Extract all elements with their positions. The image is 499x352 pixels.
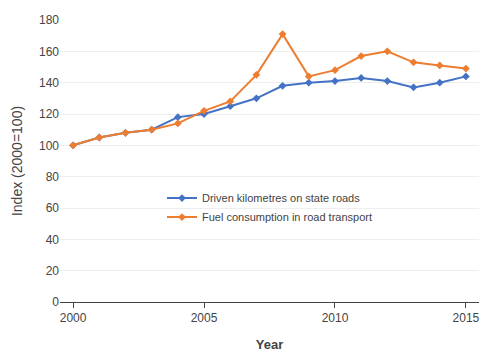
svg-text:160: 160 bbox=[39, 45, 59, 59]
svg-text:2015: 2015 bbox=[453, 311, 480, 325]
svg-text:Driven kilometres on state roa: Driven kilometres on state roads bbox=[202, 192, 360, 204]
svg-text:2010: 2010 bbox=[322, 311, 349, 325]
svg-text:Year: Year bbox=[256, 337, 283, 352]
svg-text:60: 60 bbox=[46, 201, 60, 215]
svg-text:2005: 2005 bbox=[191, 311, 218, 325]
svg-text:120: 120 bbox=[39, 107, 59, 121]
svg-text:20: 20 bbox=[46, 264, 60, 278]
svg-text:100: 100 bbox=[39, 139, 59, 153]
svg-text:80: 80 bbox=[46, 170, 60, 184]
svg-text:2000: 2000 bbox=[60, 311, 87, 325]
svg-text:Fuel consumption in road trans: Fuel consumption in road transport bbox=[202, 211, 372, 223]
svg-text:180: 180 bbox=[39, 13, 59, 27]
svg-text:0: 0 bbox=[52, 295, 59, 309]
svg-text:Index (2000=100): Index (2000=100) bbox=[9, 106, 25, 216]
svg-text:140: 140 bbox=[39, 76, 59, 90]
svg-text:40: 40 bbox=[46, 233, 60, 247]
